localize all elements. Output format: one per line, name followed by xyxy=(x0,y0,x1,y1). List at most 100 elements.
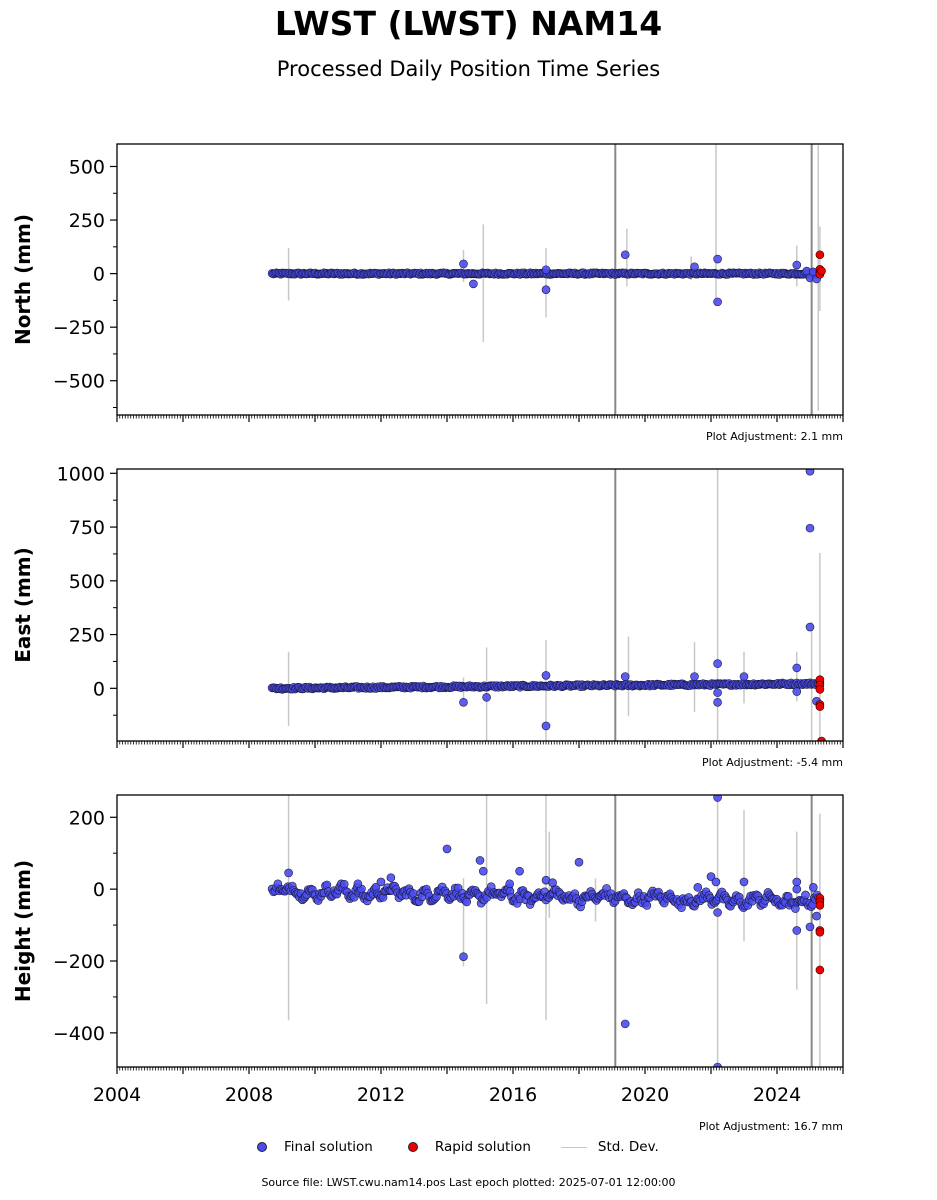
final-solution-point xyxy=(792,884,802,894)
final-solution-point xyxy=(805,523,815,533)
final-solution-point xyxy=(515,866,524,876)
plot-adjustment-label: Plot Adjustment: 16.7 mm xyxy=(699,1120,843,1133)
final-solution-point xyxy=(706,872,716,881)
panel-frame xyxy=(116,468,844,742)
final-solution-point xyxy=(713,697,722,707)
std-dev-line-marker xyxy=(560,1146,587,1148)
final-solution-point xyxy=(713,688,722,697)
legend-std: Std. Dev. xyxy=(560,1139,659,1155)
final-solution-point xyxy=(620,250,630,260)
panel-2: 1000 750 500 250 0 East (mm) Plot Adjustment: … xyxy=(11,463,844,769)
x-tick-label: 2016 xyxy=(489,1084,537,1106)
panel-frame xyxy=(116,143,844,416)
x-tick-label: 2024 xyxy=(753,1084,801,1106)
final-solution-point xyxy=(792,926,802,935)
legend-final-label: Final solution xyxy=(284,1139,373,1155)
final-solution-point xyxy=(812,911,821,921)
final-solution-point xyxy=(739,672,749,681)
x-tick-label: 2020 xyxy=(621,1084,669,1106)
legend-rapid: Rapid solution xyxy=(403,1139,531,1155)
final-solution-point xyxy=(478,866,488,876)
final-solution-point xyxy=(459,259,468,269)
final-solution-point xyxy=(541,721,551,731)
panel-3: 200 0 −200 −400 2004 2008 2012 2016 2020 2024 Heig… xyxy=(11,794,844,1133)
x-tick-label: 2008 xyxy=(225,1084,273,1106)
x-tick-label: 2012 xyxy=(357,1084,405,1106)
final-solution-point xyxy=(805,469,815,476)
rapid-solution-point xyxy=(815,927,825,937)
final-solution-point xyxy=(739,877,749,887)
final-solution-point xyxy=(442,844,452,854)
final-solution-point xyxy=(459,952,468,961)
final-solution-point xyxy=(541,285,551,294)
rapid-solution-point xyxy=(817,736,826,741)
y-tick-label: 200 xyxy=(69,807,105,829)
final-solution-point xyxy=(541,265,551,275)
final-solution-point xyxy=(386,873,396,882)
final-solution-point xyxy=(548,878,557,887)
final-solution-point xyxy=(713,795,722,802)
final-solution-point xyxy=(805,922,815,932)
final-solution-point xyxy=(792,260,802,270)
final-solution-point xyxy=(713,908,722,917)
final-solution-point xyxy=(482,693,491,702)
y-tick-label: 500 xyxy=(69,156,105,178)
final-solution-point xyxy=(690,672,699,681)
final-solution-point xyxy=(713,297,722,307)
rapid-solution-marker xyxy=(407,1142,418,1152)
legend: Final solution Rapid solution Std. Dev. xyxy=(252,1137,659,1157)
final-solution-point xyxy=(462,897,472,907)
final-solution-point xyxy=(620,1019,630,1029)
plot-area xyxy=(267,795,825,1067)
rapid-solution-point xyxy=(815,965,825,975)
final-solution-point xyxy=(792,663,802,673)
final-solution-point xyxy=(469,279,478,289)
rapid-solution-point xyxy=(815,685,825,694)
y-tick-label: 0 xyxy=(93,879,105,901)
panel-1: 500 250 0 −250 −500 North (mm) Plot Adjustment… xyxy=(11,143,844,443)
final-solution-point xyxy=(642,901,652,910)
final-solution-point xyxy=(690,262,699,272)
rapid-solution-point xyxy=(815,702,825,711)
final-solution-point xyxy=(801,890,810,900)
final-solution-point xyxy=(284,868,293,878)
rapid-solution-point xyxy=(815,901,825,910)
y-tick-label: −250 xyxy=(53,317,105,339)
final-solution-point xyxy=(792,687,802,696)
legend-final: Final solution xyxy=(252,1139,373,1155)
final-solution-point xyxy=(713,1062,722,1067)
final-solution-point xyxy=(353,879,363,889)
y-tick-label: 500 xyxy=(69,571,105,593)
final-solution-point xyxy=(808,883,818,892)
y-tick-label: 250 xyxy=(69,210,105,232)
final-solution-point xyxy=(713,659,722,668)
x-tick-label: 2004 xyxy=(93,1084,141,1106)
legend-rapid-label: Rapid solution xyxy=(434,1139,531,1155)
panel-frame xyxy=(116,794,844,1068)
plot-adjustment-label: Plot Adjustment: 2.1 mm xyxy=(706,430,843,443)
y-tick-label: 0 xyxy=(93,678,105,700)
y-tick-label: 250 xyxy=(69,625,105,647)
y-tick-label: 750 xyxy=(69,517,105,539)
y-tick-label: −400 xyxy=(53,1023,105,1045)
plot-adjustment-label: Plot Adjustment: -5.4 mm xyxy=(702,756,843,769)
final-solution-point xyxy=(711,877,721,887)
y-tick-label: −200 xyxy=(53,951,105,973)
legend-std-label: Std. Dev. xyxy=(597,1139,659,1155)
final-solution-point xyxy=(409,889,418,898)
final-solution-point xyxy=(574,857,584,867)
final-solution-point xyxy=(792,877,802,887)
final-solution-point xyxy=(713,254,722,264)
chart-subtitle: Processed Daily Position Time Series xyxy=(276,57,661,81)
y-tick-label: 0 xyxy=(93,264,105,286)
y-axis-label: East (mm) xyxy=(11,547,35,663)
chart-title: LWST (LWST) NAM14 xyxy=(274,4,663,43)
final-solution-point xyxy=(805,622,815,632)
final-solution-point xyxy=(620,672,630,681)
final-solution-point xyxy=(459,697,468,707)
footer-source: Source file: LWST.cwu.nam14.pos Last epo… xyxy=(261,1176,676,1189)
final-solution-point xyxy=(505,879,515,889)
plot-area xyxy=(267,469,826,741)
plot-area xyxy=(267,144,826,415)
